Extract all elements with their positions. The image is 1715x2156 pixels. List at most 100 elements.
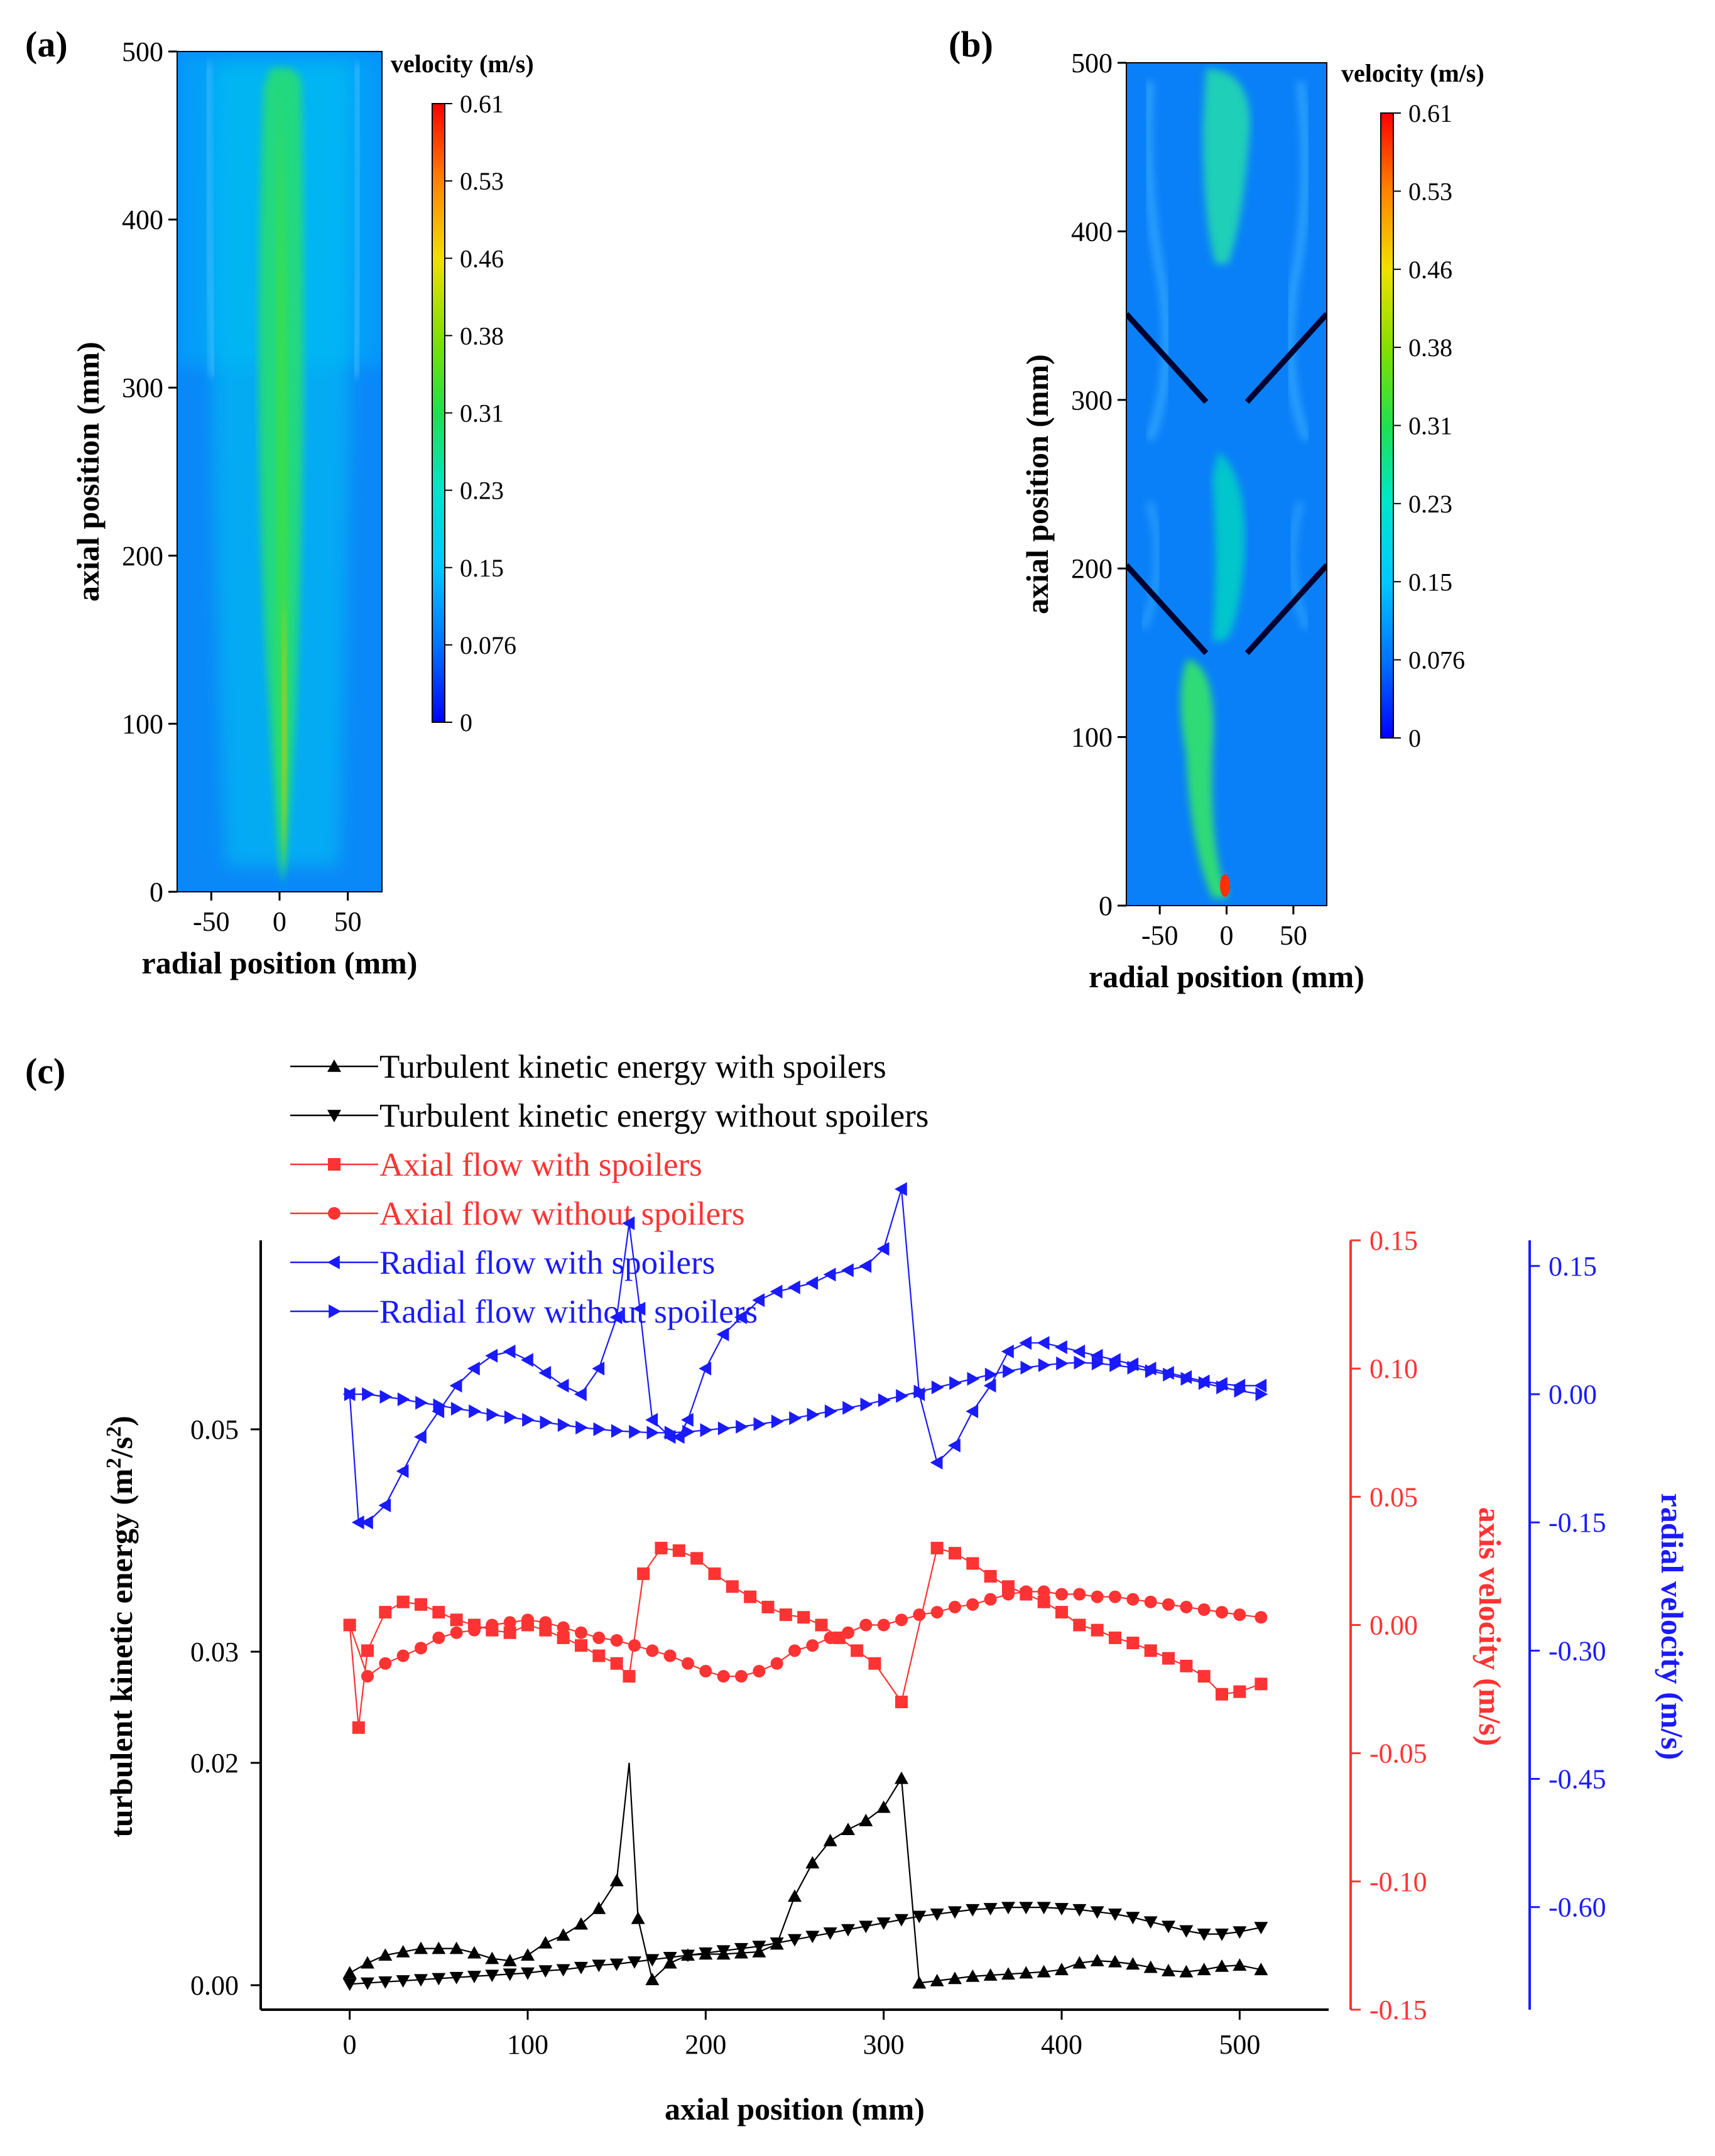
data-point: [1090, 1954, 1104, 1966]
data-point: [1020, 1360, 1033, 1375]
legend-label: Axial flow with spoilers: [379, 1147, 702, 1183]
colorbar-b-title: velocity (m/s): [1341, 59, 1484, 87]
radial-tick-label: -0.60: [1549, 1892, 1606, 1923]
data-point: [761, 1600, 775, 1613]
data-point: [1091, 1623, 1104, 1637]
contour-b-ytick-label: 500: [1071, 48, 1113, 79]
tke-tick-label: 0.02: [190, 1748, 239, 1779]
colorbar-b-tick-label: 0.076: [1408, 646, 1465, 674]
data-point: [1145, 1364, 1158, 1379]
data-point: [539, 1616, 552, 1629]
legend-item: Radial flow with spoilers: [290, 1245, 715, 1281]
contour-b: [1126, 62, 1327, 906]
data-point: [1056, 1357, 1069, 1370]
colorbar-b-tick-label: 0.61: [1408, 99, 1452, 127]
legend-marker: [327, 1059, 341, 1072]
data-point: [449, 1379, 462, 1393]
data-point: [361, 1956, 374, 1969]
data-point: [815, 1618, 828, 1632]
data-point: [841, 1823, 855, 1836]
data-point: [556, 1928, 570, 1941]
data-point: [1254, 1922, 1268, 1935]
data-point: [1197, 1928, 1211, 1941]
data-point: [521, 1948, 535, 1961]
data-point: [646, 1644, 659, 1657]
axial-axis-title: axis velocity (m/s): [1473, 1507, 1508, 1746]
data-point: [593, 1422, 606, 1436]
data-point: [949, 1376, 962, 1390]
data-point: [930, 1908, 944, 1921]
data-point: [379, 1657, 392, 1670]
data-point: [966, 1557, 979, 1570]
data-point: [592, 1901, 606, 1914]
data-point: [575, 1639, 587, 1652]
radial-tick-label: -0.15: [1549, 1507, 1606, 1538]
radial-axis-title: radial velocity (m/s): [1655, 1493, 1690, 1760]
data-point: [610, 1657, 623, 1670]
data-point: [645, 1412, 658, 1427]
contour-b-xtick-label: 0: [1220, 920, 1234, 951]
data-point: [984, 1569, 997, 1583]
data-point: [1127, 1360, 1140, 1375]
legend-item: Radial flow without spoilers: [290, 1294, 758, 1330]
data-point: [469, 1404, 481, 1419]
data-point: [913, 1608, 926, 1622]
colorbar-a-tick-label: 0.61: [460, 90, 504, 118]
data-point: [966, 1969, 980, 1982]
data-point: [1233, 1685, 1246, 1698]
contour-b-ytick-label: 200: [1071, 553, 1113, 584]
data-point: [645, 1954, 660, 1967]
series-2: [343, 1542, 1268, 1734]
data-point: [611, 1424, 624, 1438]
panel-a-label: (a): [25, 24, 68, 65]
contour-a-axes: 0 100 200 300 400 500 -50 0 50 radial position (m…: [70, 36, 417, 980]
colorbar-a-tick-label: 0.15: [460, 554, 504, 582]
series-0: [342, 1762, 1268, 1989]
data-point: [1180, 1659, 1193, 1672]
data-point: [1072, 1904, 1087, 1917]
colorbar-b-tick-label: 0.38: [1408, 333, 1452, 362]
radial-tick-label: 0.15: [1549, 1251, 1597, 1282]
data-point: [485, 1951, 499, 1964]
contour-b-ytick-label: 100: [1071, 722, 1113, 753]
data-point: [1108, 1908, 1122, 1921]
data-point: [672, 1544, 685, 1557]
series-line: [349, 1907, 1261, 1985]
data-point: [609, 1958, 624, 1971]
panel-c-label: (c): [25, 1051, 65, 1092]
data-point: [805, 1276, 819, 1291]
data-point: [655, 1542, 668, 1554]
data-point: [540, 1415, 553, 1429]
contour-a-ylabel: axial position (mm): [70, 342, 106, 602]
data-point: [983, 1968, 998, 1981]
data-point: [1019, 1902, 1033, 1915]
data-point: [1037, 1902, 1051, 1915]
data-point: [735, 1670, 748, 1683]
data-point: [948, 1906, 962, 1919]
data-point: [361, 1670, 374, 1683]
data-point: [1162, 1964, 1175, 1976]
data-point: [1179, 1925, 1194, 1938]
data-point: [699, 1947, 713, 1960]
data-point: [876, 1242, 890, 1256]
data-point: [1254, 1963, 1268, 1976]
data-point: [752, 1293, 765, 1308]
data-point: [415, 1642, 427, 1655]
contour-a-ytick-label: 500: [122, 36, 163, 67]
data-point: [556, 1964, 570, 1977]
panel-b-label: (b): [949, 24, 993, 65]
data-point: [930, 1455, 943, 1470]
data-point: [450, 1613, 463, 1627]
legend-item: Turbulent kinetic energy without spoiler…: [290, 1098, 928, 1134]
data-point: [592, 1959, 606, 1973]
series-4: [342, 1182, 1267, 1530]
data-point: [628, 1639, 641, 1652]
data-point: [1162, 1598, 1175, 1611]
data-point: [788, 1934, 802, 1947]
data-point: [823, 1833, 837, 1846]
data-point: [450, 1402, 464, 1416]
data-point: [824, 1404, 837, 1419]
series-line: [349, 1547, 1261, 1728]
contour-a-ytick-label: 300: [122, 372, 163, 403]
data-point: [503, 1616, 516, 1629]
